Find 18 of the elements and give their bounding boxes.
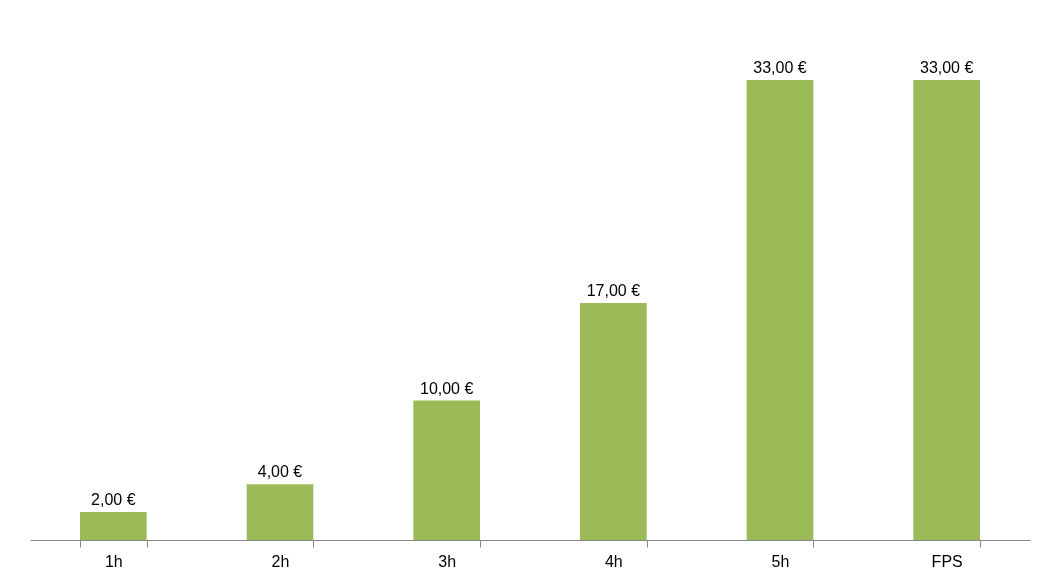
data-label: 10,00 € [419, 379, 474, 397]
x-tick-label: 4h [604, 552, 623, 570]
bar [413, 400, 480, 540]
bar [913, 80, 980, 540]
bar [746, 80, 814, 540]
bar [246, 484, 314, 540]
x-tick-label: FPS [931, 552, 963, 570]
bar [80, 512, 147, 540]
x-tick-label: 3h [438, 552, 457, 570]
data-label: 17,00 € [586, 282, 641, 300]
data-label: 2,00 € [91, 491, 136, 509]
x-tick-label: 2h [271, 552, 290, 570]
x-tick-label: 5h [771, 552, 790, 570]
data-label: 4,00 € [257, 463, 303, 481]
data-label: 33,00 € [753, 59, 807, 76]
bar [580, 303, 647, 540]
data-label: 33,00 € [919, 59, 974, 76]
x-tick-label: 1h [104, 552, 123, 570]
